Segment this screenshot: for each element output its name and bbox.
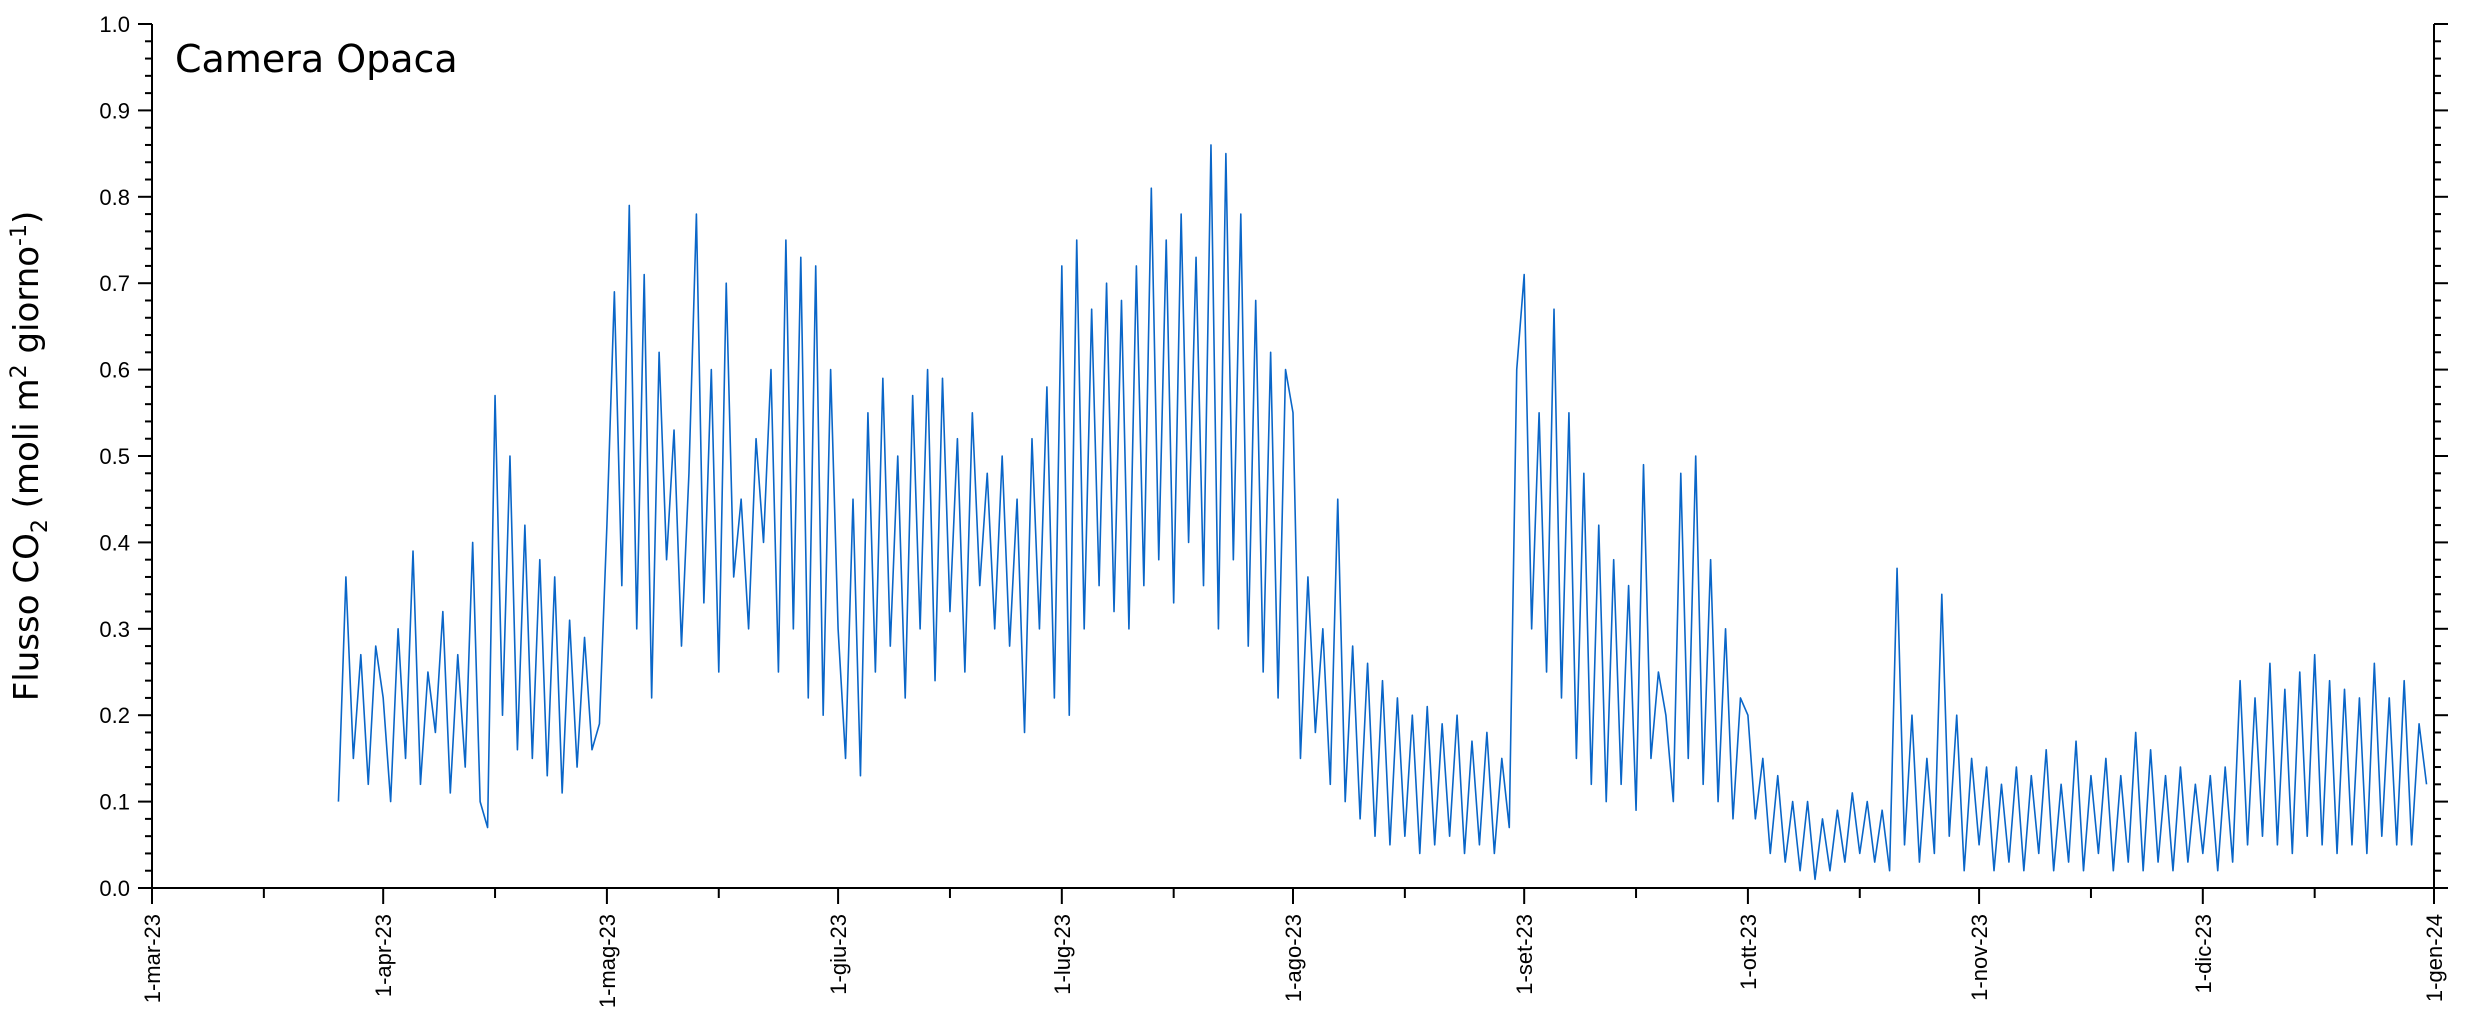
x-tick-label: 1-mag-23 <box>595 914 620 1008</box>
x-tick-label: 1-gen-24 <box>2422 914 2447 1002</box>
y-tick-label: 0.6 <box>99 358 130 383</box>
x-tick-label: 1-lug-23 <box>1050 914 1075 995</box>
y-tick-label: 0.3 <box>99 617 130 642</box>
x-tick-label: 1-dic-23 <box>2191 914 2216 993</box>
x-tick-label: 1-set-23 <box>1512 914 1537 995</box>
y-label-part: ) <box>7 211 47 224</box>
y-label-sup: -1 <box>7 224 32 246</box>
series-line <box>337 144 2428 881</box>
y-tick-label: 0.0 <box>99 876 130 901</box>
y-axis-label: Flusso CO2 (moli m2 giorno-1) <box>7 211 53 702</box>
y-tick-label: 0.9 <box>99 98 130 123</box>
y-label-part: giorno <box>7 246 47 364</box>
y-label-sub: 2 <box>28 519 53 533</box>
y-tick-label: 0.4 <box>99 530 130 555</box>
y-label-part: Flusso CO <box>7 533 47 701</box>
y-tick-label: 0.5 <box>99 444 130 469</box>
y-tick-label: 1.0 <box>99 12 130 37</box>
x-tick-label: 1-apr-23 <box>371 914 396 997</box>
x-tick-label: 1-nov-23 <box>1967 914 1992 1001</box>
x-tick-label: 1-mar-23 <box>140 914 165 1003</box>
y-tick-label: 0.8 <box>99 185 130 210</box>
y-label-part: (moli m <box>7 378 47 519</box>
y-tick-label: 0.2 <box>99 703 130 728</box>
x-tick-label: 1-giu-23 <box>826 914 851 995</box>
x-tick-label: 1-ago-23 <box>1281 914 1306 1002</box>
y-tick-label: 0.7 <box>99 271 130 296</box>
x-tick-label: 1-ott-23 <box>1736 914 1761 990</box>
y-tick-label: 0.1 <box>99 790 130 815</box>
annotation: Camera Opaca <box>175 37 458 81</box>
y-label-sup: 2 <box>7 364 32 378</box>
